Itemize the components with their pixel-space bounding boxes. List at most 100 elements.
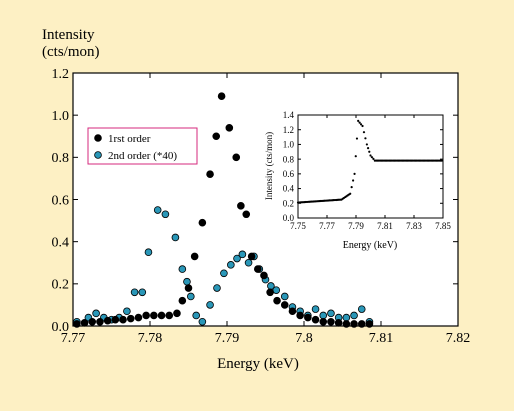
second-order-point bbox=[221, 270, 228, 277]
x-tick-label: 7.8 bbox=[295, 331, 313, 346]
inset-point bbox=[356, 137, 358, 139]
y-tick-label: 0.4 bbox=[52, 236, 70, 251]
y-tick-label: 0.2 bbox=[52, 278, 70, 293]
first-order-point bbox=[199, 219, 206, 226]
first-order-point bbox=[274, 297, 281, 304]
first-order-point bbox=[248, 253, 255, 260]
second-order-point bbox=[124, 308, 131, 315]
x-tick-label: 7.79 bbox=[215, 331, 240, 346]
inset-point bbox=[364, 137, 366, 139]
first-order-point bbox=[185, 285, 192, 292]
inset-point bbox=[357, 120, 359, 122]
y-tick-label: 0.2 bbox=[283, 198, 294, 208]
legend: 1rst order 2nd order (*40) bbox=[88, 128, 197, 164]
inset-ylabel: Intensity (cts/mon) bbox=[264, 132, 274, 200]
first-order-point bbox=[328, 318, 335, 325]
second-order-point bbox=[245, 259, 252, 266]
inset-point bbox=[368, 151, 370, 153]
first-order-point bbox=[351, 320, 358, 327]
y-tick-label: 0.8 bbox=[283, 154, 295, 164]
first-order-point bbox=[207, 171, 214, 178]
second-order-point bbox=[328, 310, 335, 317]
first-order-point bbox=[312, 316, 319, 323]
inset-xlabel: Energy (keV) bbox=[343, 240, 398, 251]
second-order-point bbox=[199, 318, 206, 325]
second-order-point bbox=[207, 302, 214, 309]
inset-point bbox=[366, 143, 368, 145]
legend-label-second-order: 2nd order (*40) bbox=[108, 150, 177, 162]
second-order-point bbox=[154, 207, 161, 214]
second-order-point bbox=[172, 234, 179, 241]
inset-plot-area bbox=[298, 115, 443, 218]
first-order-point bbox=[73, 320, 80, 327]
first-order-point bbox=[104, 317, 111, 324]
x-tick-label: 7.82 bbox=[446, 331, 471, 346]
inset-point bbox=[352, 179, 354, 181]
x-tick-label: 7.83 bbox=[406, 221, 422, 231]
y-tick-label: 1.2 bbox=[52, 67, 70, 82]
y-tick-label: 0.4 bbox=[283, 184, 295, 194]
inset-point bbox=[355, 155, 357, 157]
inset-point bbox=[367, 147, 369, 149]
inset-point bbox=[372, 158, 374, 160]
inset-point bbox=[359, 122, 361, 124]
first-order-point bbox=[297, 312, 304, 319]
first-order-point bbox=[320, 318, 327, 325]
inset-point bbox=[360, 123, 362, 125]
y-tick-label: 0.8 bbox=[52, 151, 70, 166]
x-tick-label: 7.78 bbox=[138, 331, 163, 346]
first-order-point bbox=[120, 316, 127, 323]
first-order-point bbox=[335, 319, 342, 326]
y-tick-label: 1.0 bbox=[283, 140, 295, 150]
first-order-point bbox=[191, 253, 198, 260]
first-order-point bbox=[358, 320, 365, 327]
first-order-point bbox=[243, 211, 250, 218]
first-order-point bbox=[150, 312, 157, 319]
first-order-point bbox=[174, 310, 181, 317]
first-order-point bbox=[143, 312, 150, 319]
first-order-point bbox=[179, 297, 186, 304]
first-order-point bbox=[127, 315, 134, 322]
first-order-point bbox=[135, 314, 142, 321]
first-order-point bbox=[81, 319, 88, 326]
first-order-point bbox=[343, 320, 350, 327]
first-order-point bbox=[237, 202, 244, 209]
x-tick-label: 7.85 bbox=[435, 221, 451, 231]
inset-point bbox=[441, 160, 443, 162]
y-tick-label: 1.2 bbox=[283, 125, 294, 135]
first-order-point bbox=[267, 289, 274, 296]
inset-point bbox=[349, 193, 351, 195]
y-tick-label: 1.0 bbox=[52, 109, 70, 124]
second-order-point bbox=[193, 312, 200, 319]
main-ylabel-line1: Intensity bbox=[42, 27, 95, 43]
inset-point bbox=[369, 154, 371, 156]
second-order-point bbox=[145, 249, 152, 256]
second-order-point bbox=[227, 261, 234, 268]
second-order-point bbox=[312, 306, 319, 313]
first-order-point bbox=[97, 318, 104, 325]
second-order-point bbox=[93, 310, 100, 317]
second-order-point bbox=[343, 314, 350, 321]
inset-point bbox=[371, 156, 373, 158]
second-order-point bbox=[214, 285, 221, 292]
second-order-point bbox=[320, 312, 327, 319]
first-order-point bbox=[89, 318, 96, 325]
second-order-point bbox=[239, 251, 246, 258]
main-ylabel-line2: (cts/mon) bbox=[42, 44, 100, 60]
legend-marker-first-order bbox=[95, 135, 102, 142]
x-tick-label: 7.77 bbox=[319, 221, 335, 231]
y-tick-label: 0.6 bbox=[52, 193, 70, 208]
inset-point bbox=[361, 125, 363, 127]
y-tick-label: 0.6 bbox=[283, 169, 295, 179]
x-tick-label: 7.81 bbox=[369, 331, 394, 346]
second-order-point bbox=[162, 211, 169, 218]
second-order-point bbox=[358, 306, 365, 313]
x-tick-label: 7.79 bbox=[348, 221, 364, 231]
first-order-point bbox=[254, 266, 261, 273]
inset-point bbox=[353, 173, 355, 175]
first-order-point bbox=[213, 133, 220, 140]
second-order-point bbox=[131, 289, 138, 296]
second-order-point bbox=[184, 278, 191, 285]
first-order-point bbox=[304, 314, 311, 321]
